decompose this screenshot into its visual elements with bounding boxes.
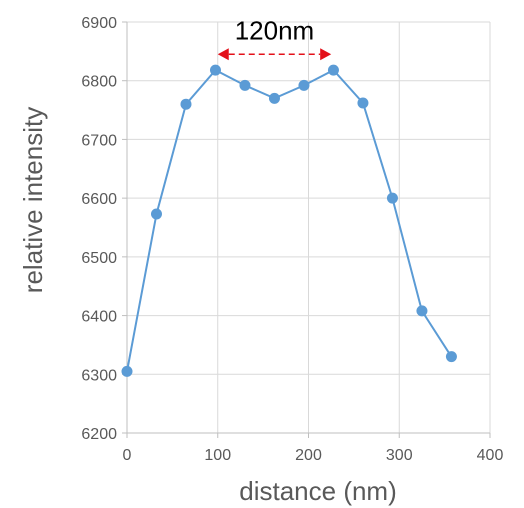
data-points bbox=[121, 64, 457, 377]
annotation: 120nm bbox=[217, 15, 332, 61]
data-point bbox=[268, 92, 280, 104]
data-point bbox=[357, 97, 369, 109]
y-tick-label: 6900 bbox=[81, 15, 117, 32]
grid-lines bbox=[127, 21, 491, 433]
x-tick-label: 0 bbox=[123, 447, 132, 464]
y-tick-label: 6200 bbox=[81, 426, 117, 443]
x-axis-title: distance (nm) bbox=[239, 476, 397, 506]
y-axis-title: relative intensity bbox=[18, 107, 48, 293]
axes bbox=[122, 21, 491, 438]
x-tick-labels: 0 100 200 300 400 bbox=[123, 447, 504, 464]
x-tick-label: 400 bbox=[477, 447, 504, 464]
y-tick-label: 6500 bbox=[81, 250, 117, 267]
data-point bbox=[386, 192, 398, 204]
data-point bbox=[239, 79, 251, 91]
data-point bbox=[121, 365, 133, 377]
x-tick-label: 100 bbox=[204, 447, 231, 464]
y-tick-label: 6700 bbox=[81, 132, 117, 149]
y-tick-label: 6300 bbox=[81, 367, 117, 384]
data-point bbox=[327, 64, 339, 76]
data-point bbox=[150, 208, 162, 220]
series-line bbox=[126, 68, 453, 372]
data-point bbox=[298, 79, 310, 91]
data-point bbox=[180, 98, 192, 110]
x-tick-label: 300 bbox=[386, 447, 413, 464]
y-tick-label: 6600 bbox=[81, 191, 117, 208]
data-point bbox=[209, 64, 221, 76]
y-tick-label: 6400 bbox=[81, 309, 117, 326]
annotation-arrowhead-right bbox=[320, 48, 332, 61]
x-tick-label: 200 bbox=[295, 447, 322, 464]
annotation-arrowhead-left bbox=[217, 48, 229, 61]
y-tick-labels: 6200 6300 6400 6500 6600 6700 6800 6900 bbox=[81, 15, 117, 443]
y-tick-label: 6800 bbox=[81, 74, 117, 91]
annotation-label: 120nm bbox=[235, 15, 315, 45]
data-point bbox=[416, 305, 428, 317]
data-point bbox=[445, 351, 457, 363]
